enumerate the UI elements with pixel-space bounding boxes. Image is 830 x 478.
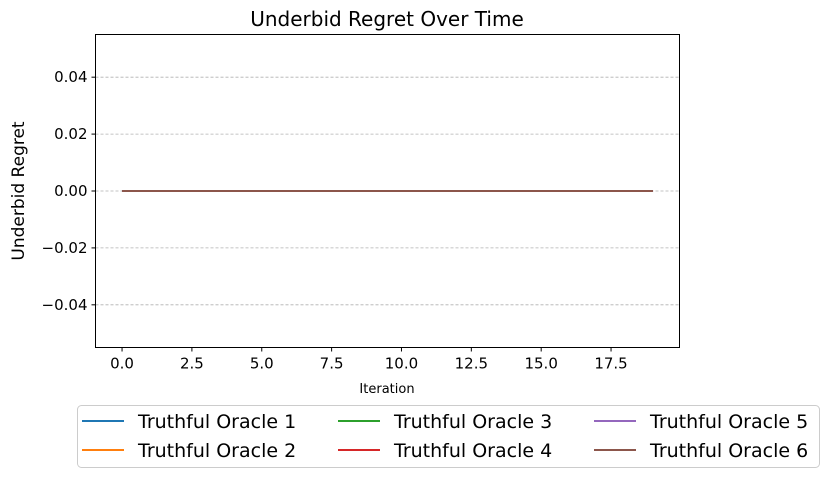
x-axis-ticks: 0.0 2.5 5.0 7.5 10.0 12.5 15.0 17.5 bbox=[110, 347, 628, 373]
x-axis-label: Iteration bbox=[359, 382, 414, 397]
x-tick-label: 2.5 bbox=[180, 355, 204, 373]
x-tick-label: 17.5 bbox=[594, 355, 627, 373]
x-tick-label: 0.0 bbox=[110, 355, 134, 373]
legend-label-3: Truthful Oracle 3 bbox=[393, 411, 552, 433]
legend-label-4: Truthful Oracle 4 bbox=[393, 440, 552, 462]
y-axis-ticks: 0.04 0.02 0.00 −0.02 −0.04 bbox=[42, 68, 96, 314]
x-tick-label: 10.0 bbox=[385, 355, 418, 373]
x-tick-label: 7.5 bbox=[320, 355, 344, 373]
legend-label-1: Truthful Oracle 1 bbox=[137, 411, 296, 433]
x-tick-label: 12.5 bbox=[455, 355, 488, 373]
y-tick-label: −0.04 bbox=[42, 296, 88, 314]
x-tick-label: 5.0 bbox=[250, 355, 274, 373]
y-axis-label: Underbid Regret bbox=[9, 121, 29, 261]
x-tick-label: 15.0 bbox=[524, 355, 557, 373]
legend-label-5: Truthful Oracle 5 bbox=[649, 411, 808, 433]
y-tick-label: −0.02 bbox=[42, 239, 88, 257]
y-tick-label: 0.00 bbox=[54, 182, 87, 200]
y-tick-label: 0.02 bbox=[54, 125, 87, 143]
legend-label-6: Truthful Oracle 6 bbox=[649, 440, 808, 462]
legend-label-2: Truthful Oracle 2 bbox=[137, 440, 296, 462]
legend: Truthful Oracle 1 Truthful Oracle 2 Truthf… bbox=[77, 405, 820, 468]
chart-title: Underbid Regret Over Time bbox=[250, 7, 524, 31]
y-tick-label: 0.04 bbox=[54, 68, 87, 86]
